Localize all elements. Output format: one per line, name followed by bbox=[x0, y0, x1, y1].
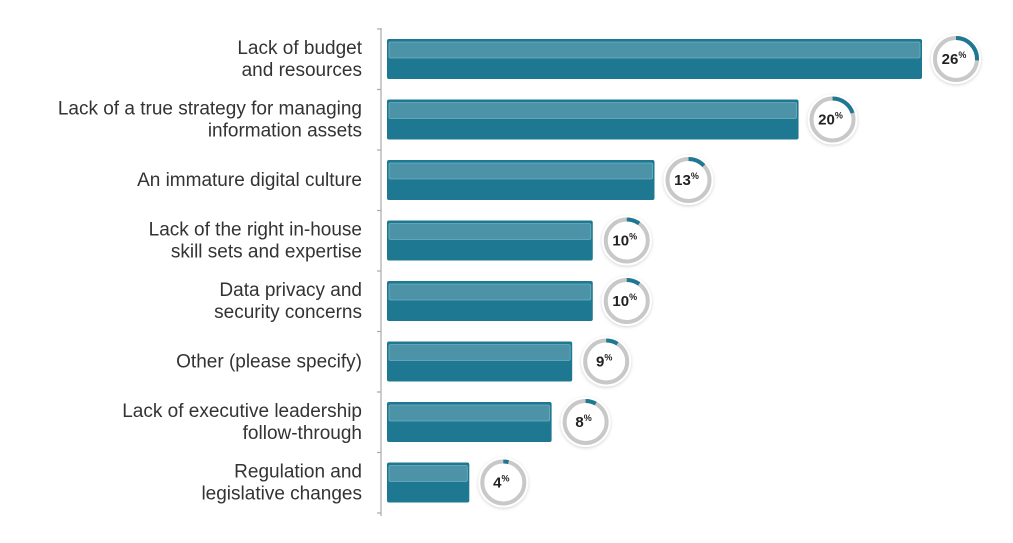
category-label-line: Lack of a true strategy for managing bbox=[58, 99, 362, 120]
bar bbox=[387, 402, 552, 442]
value-ring-arc bbox=[809, 96, 856, 143]
bar-highlight bbox=[388, 102, 797, 119]
bar bbox=[387, 341, 573, 382]
value-badge: 9% bbox=[581, 336, 632, 387]
category-label-line: and resources bbox=[242, 60, 362, 81]
category-label-line: Lack of executive leadership bbox=[122, 401, 362, 422]
bar bbox=[387, 220, 593, 261]
category-label: Data privacy and security concerns bbox=[214, 280, 362, 323]
category-label: Lack of a true strategy for managing info… bbox=[58, 99, 362, 142]
value-badge-background bbox=[601, 276, 652, 326]
value-badge-background bbox=[560, 397, 611, 447]
category-label-line: Data privacy and bbox=[219, 280, 362, 301]
bar bbox=[387, 462, 470, 503]
data-label-value: 13 bbox=[674, 172, 691, 189]
category-label-line: skill sets and expertise bbox=[171, 242, 362, 263]
value-badge: 8% bbox=[560, 397, 611, 447]
value-badge: 26% bbox=[931, 34, 981, 84]
bar bbox=[387, 281, 593, 321]
value-ring-arc bbox=[480, 459, 527, 506]
bar bbox=[387, 160, 655, 200]
value-badge-background bbox=[931, 34, 981, 84]
bars-group bbox=[387, 39, 922, 503]
category-label-line: An immature digital culture bbox=[137, 170, 362, 191]
data-label-value: 10 bbox=[612, 293, 629, 310]
data-label: 26% bbox=[942, 50, 967, 68]
data-label-unit: % bbox=[629, 292, 637, 302]
data-label: 10% bbox=[612, 292, 637, 310]
data-label: 13% bbox=[674, 171, 699, 189]
category-label-line: information assets bbox=[208, 121, 362, 142]
data-label: 20% bbox=[818, 111, 843, 129]
value-ring-arc bbox=[562, 399, 609, 445]
value-badge: 4% bbox=[478, 457, 529, 508]
category-label: Lack of executive leadership follow-throu… bbox=[122, 401, 362, 444]
category-label-line: follow-through bbox=[243, 423, 362, 444]
data-label-value: 9 bbox=[596, 354, 604, 371]
data-label-unit: % bbox=[691, 171, 699, 181]
bar-highlight bbox=[388, 404, 551, 422]
bar-highlight bbox=[388, 41, 921, 59]
category-axis-ticks bbox=[377, 28, 381, 514]
value-ring-arc bbox=[933, 36, 979, 82]
value-ring-arc bbox=[665, 157, 712, 203]
category-label: Regulation and legislative changes bbox=[201, 462, 362, 505]
value-badge: 10% bbox=[601, 276, 652, 326]
category-label: Lack of the right in-house skill sets and… bbox=[149, 220, 362, 263]
bar bbox=[387, 39, 922, 79]
data-label-unit: % bbox=[501, 474, 509, 484]
data-label-value: 20 bbox=[818, 112, 835, 129]
data-label-unit: % bbox=[958, 50, 966, 60]
data-label: 8% bbox=[575, 413, 591, 431]
category-label-line: Lack of budget bbox=[237, 38, 362, 59]
bar-highlight bbox=[388, 465, 468, 482]
category-label-line: Lack of the right in-house bbox=[149, 220, 362, 241]
category-label: Other (please specify) bbox=[176, 352, 362, 373]
value-ring-arc bbox=[583, 338, 630, 385]
value-badge: 20% bbox=[807, 94, 858, 145]
category-label: An immature digital culture bbox=[137, 170, 362, 191]
value-badge-background bbox=[663, 155, 714, 205]
data-label-unit: % bbox=[604, 353, 612, 363]
value-badge-background bbox=[807, 94, 858, 145]
value-ring-arc bbox=[603, 278, 650, 324]
data-label: 4% bbox=[493, 474, 509, 492]
value-badges-group: 26%20%13%10%10%9%8%4% bbox=[478, 34, 981, 508]
bar bbox=[387, 99, 799, 140]
value-badge-background bbox=[601, 215, 652, 266]
data-label-unit: % bbox=[584, 413, 592, 423]
bar-highlight bbox=[388, 162, 653, 180]
bar-highlight bbox=[388, 283, 592, 301]
data-label-value: 10 bbox=[612, 233, 629, 250]
data-label-value: 26 bbox=[942, 51, 959, 68]
value-badge: 10% bbox=[601, 215, 652, 266]
data-label-unit: % bbox=[629, 232, 637, 242]
data-label: 9% bbox=[596, 353, 612, 371]
category-label-line: Other (please specify) bbox=[176, 352, 362, 373]
data-label-unit: % bbox=[835, 111, 843, 121]
data-label-value: 4 bbox=[493, 475, 502, 492]
category-label-line: security concerns bbox=[214, 302, 362, 323]
bar-highlight bbox=[388, 223, 592, 240]
value-badge: 13% bbox=[663, 155, 714, 205]
category-labels-group: Lack of budget and resources Lack of a tru… bbox=[58, 38, 363, 505]
value-badge-background bbox=[581, 336, 632, 387]
value-badge-background bbox=[478, 457, 529, 508]
data-label-value: 8 bbox=[575, 414, 583, 431]
category-label: Lack of budget and resources bbox=[237, 38, 362, 81]
value-ring-arc bbox=[603, 217, 650, 264]
category-label-line: legislative changes bbox=[201, 484, 362, 505]
category-label-line: Regulation and bbox=[234, 462, 362, 483]
bar-highlight bbox=[388, 344, 571, 361]
data-label: 10% bbox=[612, 232, 637, 250]
